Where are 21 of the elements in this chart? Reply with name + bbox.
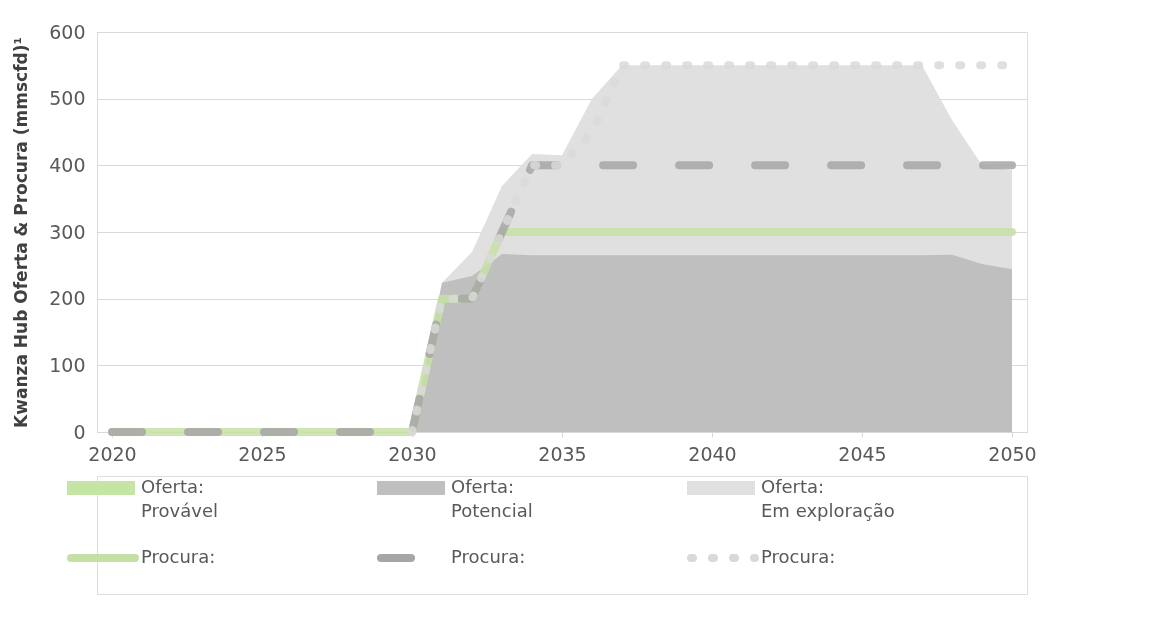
y-axis-title: Kwanza Hub Oferta & Procura (mmscfd)¹ xyxy=(11,37,32,428)
y-tick-label: 300 xyxy=(49,220,86,243)
legend-label: Procura: xyxy=(141,546,216,567)
x-tick-label: 2035 xyxy=(538,442,587,465)
y-tick-label: 600 xyxy=(49,20,86,43)
legend-label: Oferta: Potencial xyxy=(451,476,533,521)
legend-label: Oferta: Em exploração xyxy=(761,476,895,521)
y-tick-label: 200 xyxy=(49,287,86,310)
y-tick-label: 500 xyxy=(49,87,86,110)
legend-label: Procura: xyxy=(761,546,836,567)
x-tick-label: 2020 xyxy=(88,442,137,465)
legend-label: Procura: xyxy=(451,546,526,567)
y-tick-label: 100 xyxy=(49,353,86,376)
x-tick-label: 2025 xyxy=(238,442,287,465)
x-tick-label: 2050 xyxy=(988,442,1037,465)
x-tick-label: 2030 xyxy=(388,442,437,465)
legend-label: Oferta: Provável xyxy=(141,476,218,521)
x-tick-label: 2040 xyxy=(688,442,737,465)
y-tick-label: 0 xyxy=(73,420,86,443)
x-tick-label: 2045 xyxy=(838,442,887,465)
y-tick-label: 400 xyxy=(49,153,86,176)
